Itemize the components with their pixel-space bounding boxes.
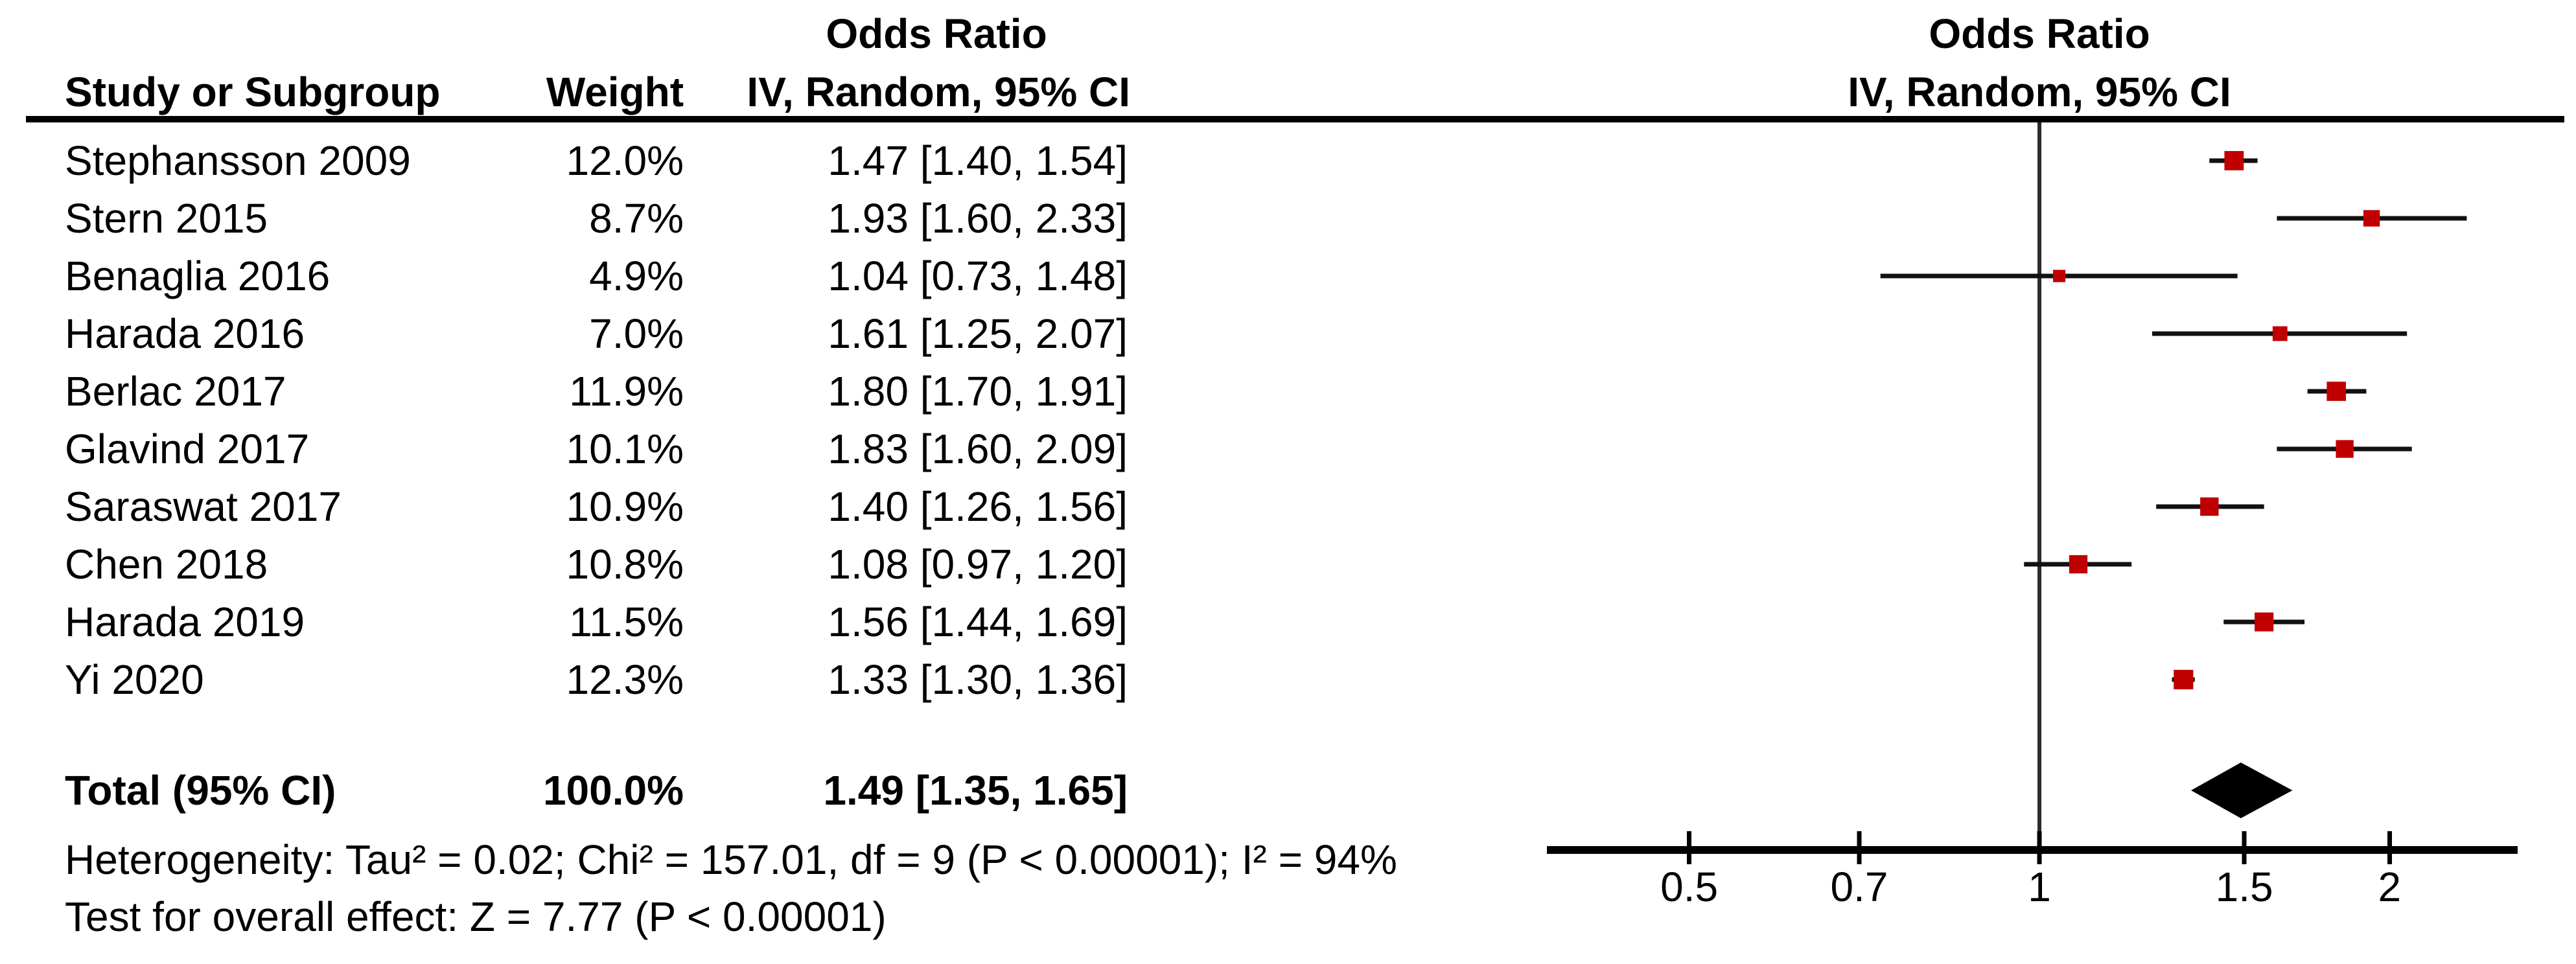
- study-weight: 10.8%: [566, 541, 684, 588]
- weight-column-header: Weight: [546, 69, 684, 115]
- study-name: Glavind 2017: [65, 426, 310, 472]
- study-name: Stephansson 2009: [65, 137, 411, 184]
- total-row-weight: 100.0%: [542, 767, 684, 814]
- x-axis-tick: [1857, 831, 1862, 864]
- study-estimate: 1.47 [1.40, 1.54]: [828, 137, 1128, 184]
- study-estimate: 1.08 [0.97, 1.20]: [828, 541, 1128, 588]
- study-name: Yi 2020: [65, 656, 204, 703]
- study-weight: 8.7%: [589, 195, 684, 242]
- study-name: Harada 2019: [65, 599, 305, 645]
- study-estimate: 1.61 [1.25, 2.07]: [828, 310, 1128, 357]
- study-estimate: 1.56 [1.44, 1.69]: [828, 599, 1128, 645]
- study-name: Chen 2018: [65, 541, 268, 588]
- header-divider-rule: [26, 116, 2564, 122]
- total-row-label: Total (95% CI): [65, 767, 336, 814]
- x-axis-tick-label: 2: [2378, 864, 2402, 910]
- effect-square: [2327, 382, 2347, 401]
- overall-effect-note: Test for overall effect: Z = 7.77 (P < 0…: [65, 893, 887, 940]
- study-weight: 11.5%: [569, 599, 684, 645]
- study-estimate: 1.80 [1.70, 1.91]: [828, 368, 1128, 415]
- x-axis-tick: [2387, 831, 2392, 864]
- study-weight: 11.9%: [569, 368, 684, 415]
- study-name: Saraswat 2017: [65, 483, 342, 530]
- method-column-header: IV, Random, 95% CI: [747, 69, 1130, 115]
- study-weight: 12.3%: [566, 656, 684, 703]
- x-axis-tick-label: 0.7: [1830, 864, 1888, 910]
- study-weight: 10.9%: [566, 483, 684, 530]
- effect-square: [2174, 669, 2194, 690]
- effect-square: [2069, 555, 2088, 574]
- effect-square: [2336, 440, 2354, 458]
- plot-effect-column-title: Odds Ratio: [1929, 10, 2150, 57]
- null-effect-line: [2037, 122, 2041, 864]
- study-name: Benaglia 2016: [65, 253, 331, 299]
- study-estimate: 1.40 [1.26, 1.56]: [828, 483, 1128, 530]
- effect-square: [2272, 326, 2288, 341]
- total-row-estimate: 1.49 [1.35, 1.65]: [823, 767, 1128, 814]
- plot-method-header: IV, Random, 95% CI: [1848, 69, 2231, 115]
- study-weight: 12.0%: [566, 137, 684, 184]
- effect-square: [2200, 497, 2219, 516]
- x-axis-line: [1547, 846, 2518, 854]
- x-axis-tick: [2037, 831, 2042, 864]
- study-estimate: 1.04 [0.73, 1.48]: [828, 253, 1128, 299]
- effect-square: [2224, 151, 2244, 170]
- study-estimate: 1.93 [1.60, 2.33]: [828, 195, 1128, 242]
- study-estimate: 1.83 [1.60, 2.09]: [828, 426, 1128, 472]
- study-name: Stern 2015: [65, 195, 268, 242]
- left-effect-column-title: Odds Ratio: [826, 10, 1047, 57]
- heterogeneity-note: Heterogeneity: Tau² = 0.02; Chi² = 157.0…: [65, 836, 1397, 883]
- effect-square: [2255, 612, 2274, 632]
- effect-square: [2363, 210, 2380, 227]
- x-axis-tick-label: 0.5: [1660, 864, 1719, 910]
- x-axis-tick: [1687, 831, 1692, 864]
- effect-square: [2053, 270, 2066, 282]
- study-weight: 7.0%: [589, 310, 684, 357]
- x-axis-tick-label: 1: [2028, 864, 2051, 910]
- study-weight: 10.1%: [566, 426, 684, 472]
- x-axis-tick: [2242, 831, 2247, 864]
- study-name: Berlac 2017: [65, 368, 286, 415]
- study-weight: 4.9%: [589, 253, 684, 299]
- study-estimate: 1.33 [1.30, 1.36]: [828, 656, 1128, 703]
- pooled-diamond: [2190, 763, 2293, 818]
- study-column-header: Study or Subgroup: [65, 69, 441, 115]
- x-axis-tick-label: 1.5: [2215, 864, 2273, 910]
- study-name: Harada 2016: [65, 310, 305, 357]
